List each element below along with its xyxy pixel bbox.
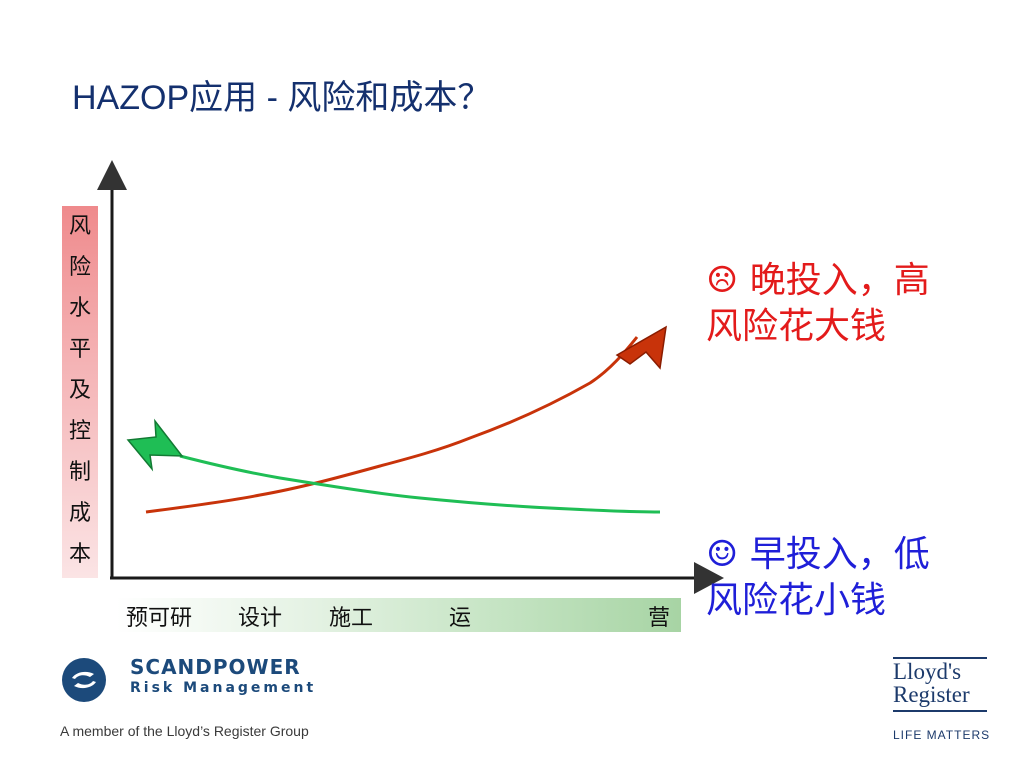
y-axis-label-char: 成 <box>68 501 91 526</box>
y-axis-label-char: 及 <box>68 378 91 403</box>
page-title: HAZOP应用 - 风险和成本？ <box>72 79 492 117</box>
y-axis-label-background <box>62 206 98 578</box>
y-axis-label-char: 险 <box>68 255 91 280</box>
phase-label-design: 设计 <box>238 606 283 631</box>
y-axis-label-char: 控 <box>68 419 91 444</box>
y-axis-label-char: 制 <box>68 460 91 485</box>
series-line-rising <box>145 336 639 514</box>
series-line-falling <box>179 454 661 514</box>
y-axis-label-char: 风 <box>68 214 91 239</box>
early-callout-line2: 风险花小钱 <box>706 580 887 621</box>
lr-logo-line2: Register <box>893 683 987 712</box>
phase-bar-background <box>116 598 681 632</box>
phase-label-prefeasibility: 预可研 <box>126 606 193 631</box>
brand-name: SCANDPOWER <box>130 655 301 679</box>
late-investment-callout: ☹ 晚投入，高 风险花大钱 <box>706 258 930 350</box>
y-axis-label-char: 平 <box>68 337 91 362</box>
y-axis-label-char: 水 <box>68 296 91 321</box>
y-axis-label-char: 本 <box>68 542 91 567</box>
lr-logo-line1: Lloyd's <box>893 657 987 683</box>
member-text: A member of the Lloyd’s Register Group <box>60 723 309 739</box>
late-callout-line2: 风险花大钱 <box>706 306 887 347</box>
series-arrow-falling <box>126 418 184 472</box>
phase-label-operation-2: 营 <box>648 606 671 631</box>
x-axis-arrowhead <box>694 562 724 594</box>
phase-label-operation-1: 运 <box>449 606 472 631</box>
early-callout-line1: ☺ 早投入，低 <box>706 534 930 575</box>
late-callout-line1: ☹ 晚投入，高 <box>706 260 930 301</box>
y-axis-label: 风 险 水 平 及 控 制 成 本 <box>62 206 98 575</box>
early-investment-callout: ☺ 早投入，低 风险花小钱 <box>706 532 930 624</box>
lloyds-register-logo: Lloyd's Register <box>893 657 987 712</box>
y-axis-arrowhead <box>97 160 127 190</box>
brand-subtitle: Risk Management <box>130 680 317 696</box>
series-arrow-rising <box>615 325 667 370</box>
scandpower-logo-icon <box>62 658 106 702</box>
phase-label-construction: 施工 <box>329 606 374 631</box>
lr-tagline: LIFE MATTERS <box>893 728 991 742</box>
